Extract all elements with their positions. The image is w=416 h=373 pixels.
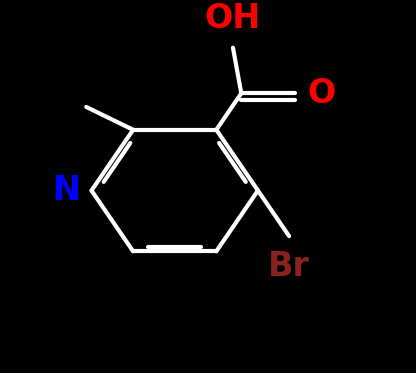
- Text: Br: Br: [268, 250, 310, 283]
- Text: O: O: [308, 77, 336, 110]
- Text: OH: OH: [205, 2, 261, 35]
- Text: N: N: [53, 174, 81, 207]
